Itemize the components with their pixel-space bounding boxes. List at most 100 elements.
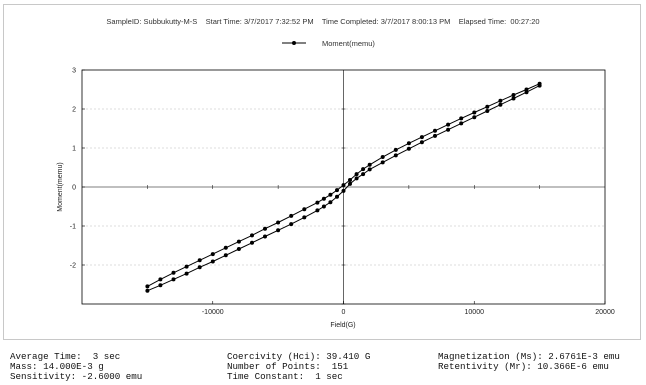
sensitivity: Sensitivity: -2.6000 emu: [10, 371, 143, 382]
data-point: [361, 172, 366, 177]
tick-labels: -2 -1 0 1 2 3 -10000 0 10000 20000: [70, 68, 615, 317]
data-point: [184, 271, 189, 276]
mass: Mass: 14.000E-3 g: [10, 361, 104, 372]
data-point: [250, 233, 254, 238]
data-point: [459, 116, 464, 121]
data-point: [197, 258, 202, 263]
data-point: [406, 141, 411, 146]
data-point: [276, 220, 281, 225]
data-point: [380, 155, 385, 159]
run-info-header: SampleID: Subbukutty-M-S Start Time: 3/7…: [0, 17, 646, 26]
time-completed: Time Completed: 3/7/2017 8:00:13 PM: [321, 17, 451, 26]
y-tick-label: 0: [72, 185, 76, 192]
data-point: [393, 153, 398, 158]
data-point: [210, 259, 215, 264]
data-point: [348, 178, 352, 182]
data-point: [289, 222, 294, 227]
legend-marker: [292, 41, 296, 45]
data-point: [472, 110, 477, 115]
data-point: [524, 90, 529, 95]
data-point: [341, 188, 346, 193]
start-time: Start Time: 3/7/2017 7:32:52 PM: [205, 17, 314, 26]
data-point: [459, 121, 464, 126]
data-point: [348, 181, 352, 186]
data-point: [361, 167, 366, 172]
data-point: [433, 128, 437, 133]
number-of-points: Number of Points: 151: [227, 361, 349, 372]
data-point: [315, 200, 320, 205]
y-tick-label: 2: [72, 107, 76, 114]
chart-legend: Moment(memu): [282, 39, 375, 48]
measurement-stats: Average Time: 3 sec Mass: 14.000E-3 g Se…: [0, 346, 646, 385]
data-point: [485, 109, 490, 113]
plot-frame: [3, 4, 641, 340]
data-point: [250, 240, 254, 245]
data-point: [289, 213, 294, 218]
x-tick-label: -10000: [202, 309, 224, 316]
data-point: [354, 172, 359, 177]
data-point: [302, 215, 307, 220]
hysteresis-chart: Moment(memu) -2 -1 0 1 2 3 -10000 0 10000 20000 F…: [57, 39, 615, 329]
data-point: [236, 239, 241, 244]
data-point: [341, 183, 346, 188]
sample-id: SampleID: Subbukutty-M-S: [106, 17, 198, 26]
data-point: [328, 200, 333, 205]
data-point: [419, 135, 424, 140]
data-point: [485, 104, 490, 109]
data-point: [171, 270, 176, 275]
data-point: [511, 96, 516, 101]
x-tick-label: 20000: [595, 309, 615, 316]
data-point: [321, 196, 326, 201]
x-axis-label: Field(G): [330, 322, 355, 329]
data-point: [197, 265, 202, 270]
y-tick-label: 1: [72, 146, 76, 153]
data-point: [210, 252, 215, 257]
y-tick-label: 3: [72, 68, 76, 75]
x-tick-label: 0: [342, 309, 346, 316]
data-point: [236, 247, 241, 251]
x-tick-label: 10000: [465, 309, 485, 316]
data-point: [263, 234, 267, 239]
y-tick-label: -1: [70, 224, 76, 231]
data-point: [158, 277, 163, 282]
coercivity: Coercivity (Hci): 39.410 G: [227, 351, 371, 362]
data-point: [328, 192, 333, 197]
data-point: [367, 162, 372, 167]
data-point: [184, 264, 189, 269]
time-constant: Time Constant: 1 sec: [227, 371, 343, 382]
data-point: [419, 140, 424, 145]
data-point: [367, 167, 372, 172]
data-point: [302, 207, 307, 212]
data-point: [498, 98, 503, 103]
data-point: [393, 147, 398, 152]
average-time: Average Time: 3 sec: [10, 351, 121, 362]
data-point: [145, 288, 150, 293]
data-point: [472, 115, 477, 120]
data-point: [406, 146, 411, 151]
magnetization: Magnetization (Ms): 2.6761E-3 emu: [438, 351, 620, 362]
data-point: [223, 253, 228, 258]
data-point: [263, 226, 267, 231]
data-point: [380, 160, 385, 165]
data-point: [498, 102, 503, 107]
data-point: [276, 228, 281, 233]
y-axis-label: Moment(memu): [57, 162, 64, 211]
retentivity: Retentivity (Mr): 10.366E-6 emu: [438, 361, 609, 372]
data-point: [335, 188, 339, 193]
data-point: [321, 204, 326, 209]
data-point: [537, 83, 542, 88]
data-point: [335, 194, 339, 199]
data-point: [158, 283, 163, 288]
data-point: [446, 127, 451, 132]
data-point: [315, 208, 320, 213]
y-tick-label: -2: [70, 263, 76, 270]
data-point: [223, 245, 228, 250]
data-point: [446, 122, 451, 127]
data-point: [145, 284, 150, 289]
data-point: [511, 93, 516, 97]
elapsed-time: Elapsed Time: 00:27:20: [458, 17, 540, 26]
legend-label: Moment(memu): [322, 39, 375, 48]
data-point: [354, 176, 359, 181]
series-moment: [145, 81, 542, 293]
